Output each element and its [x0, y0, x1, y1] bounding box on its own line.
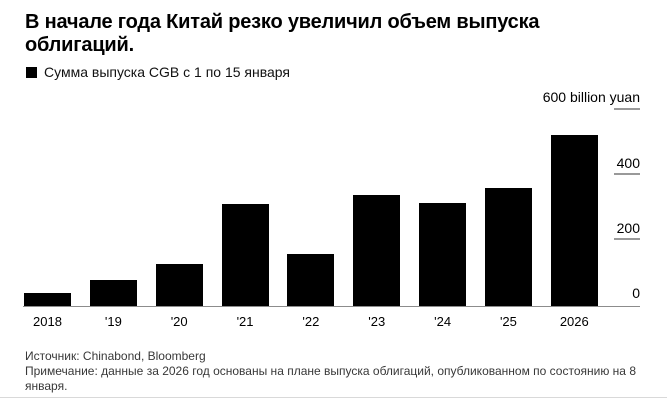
bar-21: [221, 204, 269, 306]
legend: Сумма выпуска CGB с 1 по 15 января: [26, 63, 290, 81]
x-axis-label-22: '22: [302, 314, 320, 329]
x-axis-label-25: '25: [499, 314, 517, 329]
y-axis-tick-400: [614, 173, 640, 175]
x-axis-label-21: '21: [236, 314, 254, 329]
x-axis-label-2026: 2026: [559, 314, 589, 329]
bar-19: [89, 280, 137, 306]
x-axis-label-24: '24: [434, 314, 452, 329]
bottom-divider: [0, 397, 667, 398]
legend-swatch-icon: [26, 66, 37, 78]
legend-label: Сумма выпуска CGB с 1 по 15 января: [44, 64, 291, 80]
y-axis-tick-600: [614, 108, 640, 110]
y-axis-label-600-billion-yuan: 600 billion yuan: [542, 89, 640, 105]
x-axis-label-19: '19: [104, 314, 122, 329]
source-text: Источник: Chinabond, Bloomberg: [25, 349, 206, 363]
y-axis-label-400: 400: [616, 155, 640, 171]
bar-2026: [550, 135, 598, 306]
y-axis-label-0: 0: [632, 285, 640, 301]
y-axis-tick-200: [614, 238, 640, 240]
x-axis-label-20: '20: [170, 314, 188, 329]
bar-23: [353, 195, 401, 306]
bar-25: [484, 188, 532, 306]
x-axis-label-2018: 2018: [33, 314, 62, 329]
x-axis-baseline: [23, 306, 640, 307]
bar-2018: [24, 293, 71, 306]
bar-20: [155, 264, 203, 306]
x-axis-label-23: '23: [368, 314, 386, 329]
chart-footer: Источник: Chinabond, Bloomberg Примечани…: [25, 349, 659, 394]
note-text: Примечание: данные за 2026 год основаны …: [25, 364, 636, 393]
y-axis-label-200: 200: [616, 220, 640, 236]
bar-24: [419, 203, 467, 306]
chart-title: В начале года Китай резко увеличил объем…: [25, 11, 540, 56]
bar-22: [287, 254, 335, 306]
